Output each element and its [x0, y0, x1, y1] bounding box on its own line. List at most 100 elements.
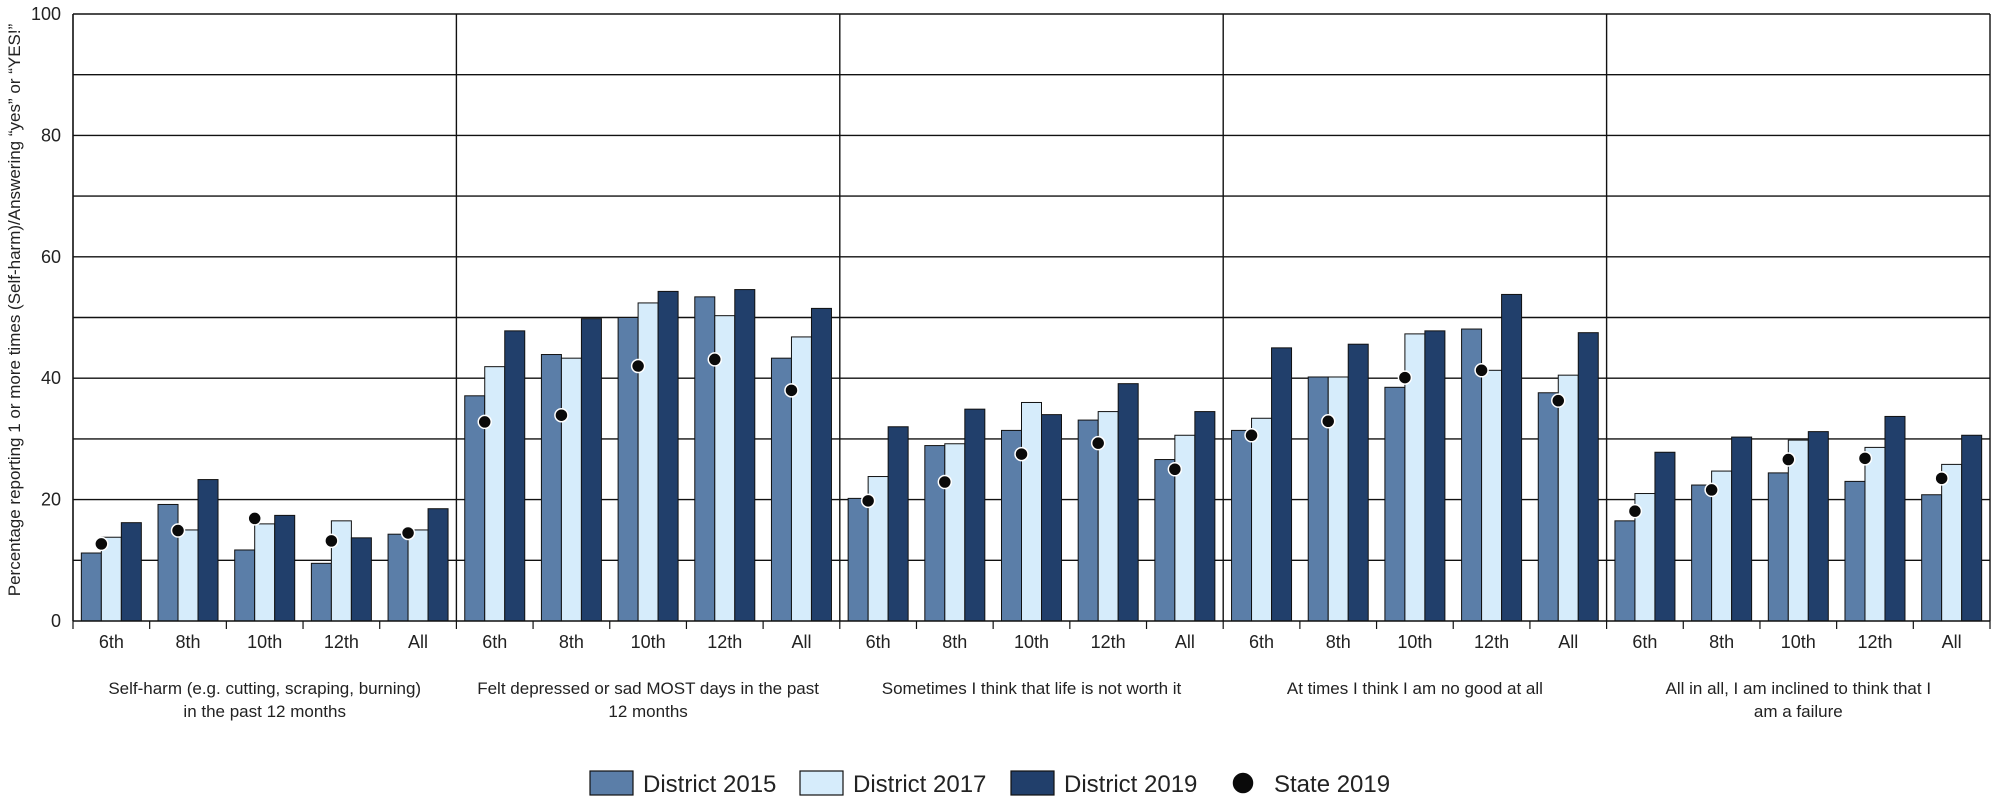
- legend-label: State 2019: [1274, 771, 1390, 798]
- bar-district-2017: [1787, 439, 1809, 622]
- bar-district-2015: [464, 395, 486, 622]
- state-2019-point: [1244, 428, 1259, 443]
- bar-district-2015: [387, 533, 409, 622]
- bar-district-2019: [427, 508, 449, 622]
- x-grade-label: 8th: [942, 632, 967, 652]
- state-2019-point: [400, 525, 416, 541]
- bar-district-2015: [540, 354, 562, 622]
- x-grade-label: 12th: [1091, 632, 1126, 652]
- bar-district-2017: [1864, 446, 1886, 622]
- bar-district-2017: [1021, 401, 1042, 622]
- state-2019-point: [1397, 370, 1413, 385]
- bar-district-2017: [1481, 369, 1503, 622]
- state-2019-point: [1551, 393, 1566, 408]
- frame-layer: [72, 14, 1991, 629]
- bar-district-2019: [1041, 414, 1062, 622]
- x-grade-label: 6th: [1249, 632, 1274, 652]
- bar-district-2015: [1767, 472, 1789, 622]
- bar-district-2017: [1941, 463, 1963, 622]
- bar-district-2019: [887, 426, 909, 622]
- y-tick-label: 100: [31, 4, 61, 24]
- group-label-line1: Self-harm (e.g. cutting, scraping, burni…: [108, 679, 421, 698]
- legend-swatch: [799, 770, 844, 796]
- bar-district-2017: [1327, 376, 1349, 622]
- bar-district-2019: [1654, 451, 1676, 622]
- bar-district-2015: [1537, 392, 1559, 622]
- bar-district-2019: [1807, 431, 1829, 622]
- bar-district-2015: [1231, 429, 1253, 622]
- state-2019-point: [324, 533, 339, 549]
- dots-layer: [94, 352, 1949, 552]
- bar-district-2017: [944, 443, 966, 622]
- state-2019-point: [784, 383, 799, 398]
- bar-district-2019: [810, 307, 832, 622]
- bar-district-2019: [197, 479, 219, 622]
- state-2019-point: [1857, 451, 1873, 466]
- x-grade-label: 10th: [1781, 632, 1816, 652]
- y-axis-title: Percentage reporting 1 or more times (Se…: [5, 23, 24, 596]
- state-2019-point: [630, 358, 646, 374]
- x-grade-label: 8th: [176, 632, 201, 652]
- x-grade-label: 8th: [1326, 632, 1351, 652]
- bar-district-2017: [177, 529, 199, 622]
- x-grade-label: 12th: [324, 632, 359, 652]
- state-2019-point: [937, 474, 953, 490]
- state-2019-point: [1781, 452, 1796, 467]
- x-grade-label: 10th: [1397, 632, 1432, 652]
- bar-district-2015: [234, 549, 256, 622]
- bar-district-2019: [350, 537, 372, 622]
- bar-district-2019: [1347, 343, 1369, 622]
- bar-district-2019: [504, 330, 526, 622]
- x-grade-label: 12th: [1857, 632, 1892, 652]
- bar-district-2015: [1384, 386, 1406, 622]
- bar-district-2015: [694, 296, 716, 622]
- bar-district-2015: [310, 562, 332, 622]
- x-grade-label: 10th: [1014, 632, 1049, 652]
- legend-label: District 2015: [643, 771, 776, 798]
- x-grade-label: 6th: [99, 632, 124, 652]
- x-grade-label: 6th: [482, 632, 507, 652]
- bar-district-2017: [484, 366, 506, 622]
- bar-district-2019: [1501, 293, 1523, 622]
- group-label-line2: 12 months: [608, 702, 687, 721]
- x-grade-label: All: [1558, 632, 1578, 652]
- y-tick-label: 40: [41, 368, 61, 388]
- x-grade-label: All: [408, 632, 428, 652]
- state-2019-point: [1627, 503, 1643, 519]
- bar-district-2019: [1961, 434, 1983, 622]
- group-label-line1: All in all, I am inclined to think that …: [1666, 679, 1932, 698]
- state-2019-point: [1167, 462, 1183, 477]
- bar-district-2015: [80, 552, 102, 622]
- bars-layer: [80, 289, 1983, 622]
- y-tick-label: 20: [41, 490, 61, 510]
- bar-district-2019: [734, 289, 756, 622]
- x-grade-label: 12th: [1474, 632, 1509, 652]
- x-grade-label: 12th: [707, 632, 742, 652]
- x-grade-label: 10th: [247, 632, 282, 652]
- bar-district-2019: [1271, 347, 1293, 622]
- group-label-line2: am a failure: [1754, 702, 1843, 721]
- x-grade-label: All: [1942, 632, 1962, 652]
- group-label-line1: Sometimes I think that life is not worth…: [882, 679, 1182, 698]
- state-2019-point: [1014, 446, 1029, 462]
- x-grade-label: 8th: [559, 632, 584, 652]
- group-label-line1: At times I think I am no good at all: [1287, 679, 1543, 698]
- y-tick-label: 60: [41, 247, 61, 267]
- bar-district-2015: [157, 503, 179, 622]
- legend-label: District 2019: [1064, 771, 1197, 798]
- bar-district-2017: [254, 523, 276, 622]
- bar-district-2019: [274, 514, 296, 622]
- state-2019-point: [1090, 435, 1106, 451]
- bar-district-2019: [964, 408, 986, 622]
- state-2019-point: [247, 511, 262, 526]
- bar-district-2015: [1077, 419, 1099, 622]
- bar-district-2019: [1424, 330, 1446, 622]
- legend-label: District 2017: [853, 771, 986, 798]
- state-2019-point: [1704, 482, 1719, 498]
- state-2019-point: [170, 523, 186, 538]
- legend-swatch: [589, 770, 634, 796]
- state-2019-point: [94, 536, 109, 552]
- bar-district-2015: [847, 497, 869, 622]
- x-grade-label: 10th: [631, 632, 666, 652]
